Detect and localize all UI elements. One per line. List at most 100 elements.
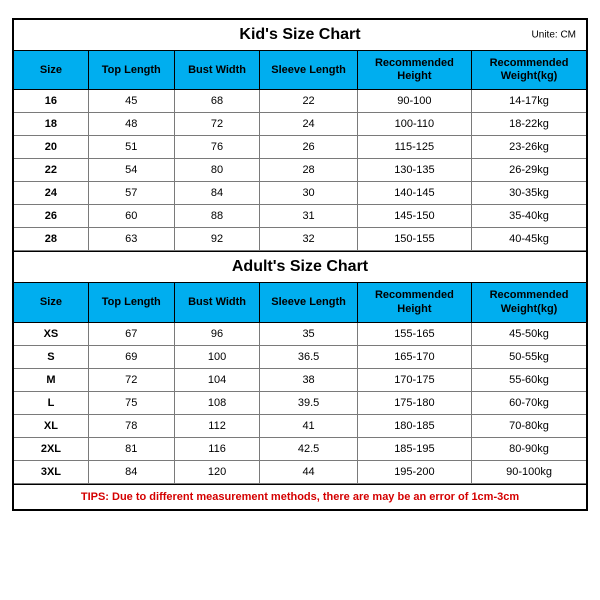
cell-value: 104: [174, 368, 260, 391]
cell-value: 69: [88, 345, 174, 368]
cell-value: 80-90kg: [472, 437, 586, 460]
cell-value: 130-135: [357, 159, 471, 182]
col-height: Recommended Height: [357, 283, 471, 322]
cell-value: 180-185: [357, 414, 471, 437]
col-weight: Recommended Weight(kg): [472, 51, 586, 90]
cell-size: S: [14, 345, 88, 368]
cell-value: 72: [88, 368, 174, 391]
cell-value: 36.5: [260, 345, 357, 368]
cell-value: 100: [174, 345, 260, 368]
kid-title-row: Kid's Size Chart Unite: CM: [14, 20, 586, 51]
cell-size: 16: [14, 90, 88, 113]
cell-value: 185-195: [357, 437, 471, 460]
adult-header-row: Size Top Length Bust Width Sleeve Length…: [14, 283, 586, 322]
cell-size: 22: [14, 159, 88, 182]
cell-value: 63: [88, 228, 174, 251]
cell-value: 76: [174, 136, 260, 159]
cell-value: 150-155: [357, 228, 471, 251]
table-row: XS679635155-16545-50kg: [14, 322, 586, 345]
cell-size: 20: [14, 136, 88, 159]
cell-value: 60: [88, 205, 174, 228]
cell-value: 30: [260, 182, 357, 205]
cell-value: 100-110: [357, 113, 471, 136]
cell-value: 38: [260, 368, 357, 391]
cell-value: 22: [260, 90, 357, 113]
cell-value: 195-200: [357, 460, 471, 483]
cell-value: 23-26kg: [472, 136, 586, 159]
cell-value: 92: [174, 228, 260, 251]
table-row: 18487224100-11018-22kg: [14, 113, 586, 136]
cell-size: XL: [14, 414, 88, 437]
cell-value: 26: [260, 136, 357, 159]
cell-value: 108: [174, 391, 260, 414]
cell-value: 84: [174, 182, 260, 205]
cell-size: M: [14, 368, 88, 391]
tips-note: TIPS: Due to different measurement metho…: [14, 484, 586, 509]
cell-value: 18-22kg: [472, 113, 586, 136]
cell-size: 2XL: [14, 437, 88, 460]
adult-title: Adult's Size Chart: [232, 258, 368, 275]
adult-title-row: Adult's Size Chart: [14, 251, 586, 283]
col-size: Size: [14, 283, 88, 322]
kid-size-table: Size Top Length Bust Width Sleeve Length…: [14, 51, 586, 251]
cell-value: 32: [260, 228, 357, 251]
table-row: 22548028130-13526-29kg: [14, 159, 586, 182]
kid-header-row: Size Top Length Bust Width Sleeve Length…: [14, 51, 586, 90]
col-height: Recommended Height: [357, 51, 471, 90]
col-weight: Recommended Weight(kg): [472, 283, 586, 322]
cell-value: 39.5: [260, 391, 357, 414]
col-size: Size: [14, 51, 88, 90]
table-row: 20517626115-12523-26kg: [14, 136, 586, 159]
table-row: L7510839.5175-18060-70kg: [14, 391, 586, 414]
cell-value: 24: [260, 113, 357, 136]
col-bust: Bust Width: [174, 51, 260, 90]
cell-value: 175-180: [357, 391, 471, 414]
cell-size: L: [14, 391, 88, 414]
cell-value: 51: [88, 136, 174, 159]
cell-value: 112: [174, 414, 260, 437]
col-sleeve: Sleeve Length: [260, 51, 357, 90]
table-row: 1645682290-10014-17kg: [14, 90, 586, 113]
cell-value: 40-45kg: [472, 228, 586, 251]
cell-value: 145-150: [357, 205, 471, 228]
table-row: 2XL8111642.5185-19580-90kg: [14, 437, 586, 460]
cell-value: 90-100kg: [472, 460, 586, 483]
cell-value: 96: [174, 322, 260, 345]
cell-value: 70-80kg: [472, 414, 586, 437]
adult-size-table: Size Top Length Bust Width Sleeve Length…: [14, 283, 586, 483]
cell-size: 28: [14, 228, 88, 251]
cell-value: 80: [174, 159, 260, 182]
cell-value: 75: [88, 391, 174, 414]
size-chart-container: Kid's Size Chart Unite: CM Size Top Leng…: [12, 18, 588, 511]
cell-value: 35: [260, 322, 357, 345]
col-bust: Bust Width: [174, 283, 260, 322]
cell-size: 26: [14, 205, 88, 228]
kid-title: Kid's Size Chart: [239, 26, 360, 43]
cell-value: 84: [88, 460, 174, 483]
cell-value: 116: [174, 437, 260, 460]
cell-value: 42.5: [260, 437, 357, 460]
unit-label: Unite: CM: [532, 30, 576, 41]
cell-value: 50-55kg: [472, 345, 586, 368]
table-row: 28639232150-15540-45kg: [14, 228, 586, 251]
cell-value: 140-145: [357, 182, 471, 205]
cell-size: 3XL: [14, 460, 88, 483]
cell-value: 54: [88, 159, 174, 182]
cell-value: 165-170: [357, 345, 471, 368]
cell-value: 115-125: [357, 136, 471, 159]
table-row: M7210438170-17555-60kg: [14, 368, 586, 391]
cell-value: 60-70kg: [472, 391, 586, 414]
cell-size: XS: [14, 322, 88, 345]
cell-value: 81: [88, 437, 174, 460]
cell-value: 31: [260, 205, 357, 228]
cell-value: 48: [88, 113, 174, 136]
cell-value: 28: [260, 159, 357, 182]
cell-size: 18: [14, 113, 88, 136]
cell-value: 57: [88, 182, 174, 205]
table-row: 3XL8412044195-20090-100kg: [14, 460, 586, 483]
cell-value: 55-60kg: [472, 368, 586, 391]
col-sleeve: Sleeve Length: [260, 283, 357, 322]
cell-value: 90-100: [357, 90, 471, 113]
cell-value: 14-17kg: [472, 90, 586, 113]
cell-value: 30-35kg: [472, 182, 586, 205]
